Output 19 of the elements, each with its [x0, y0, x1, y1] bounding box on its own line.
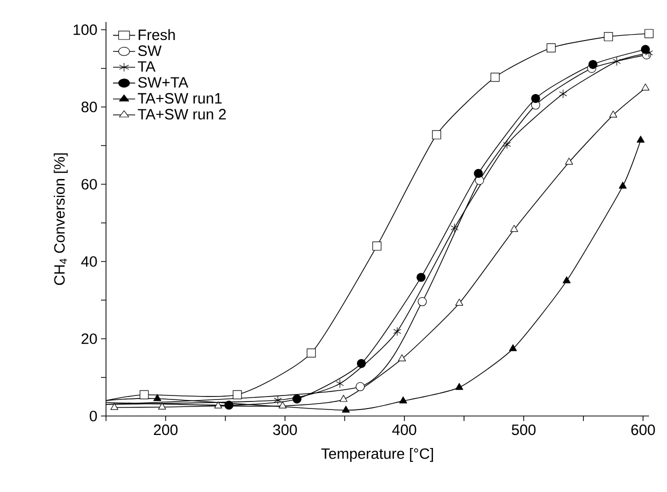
legend-label: Fresh: [138, 29, 175, 40]
y-tick-label: 80: [82, 102, 97, 112]
x-tick-label: 400: [392, 424, 416, 436]
y-tick-label: 60: [82, 178, 97, 190]
legend-label: TA+SW run 2: [138, 108, 226, 120]
y-tick-label: 40: [81, 256, 97, 267]
y-axis-title: CH$_{4}$ Conversion [%]: [54, 153, 68, 285]
legend-label: TA: [138, 61, 156, 72]
y-tick-label: 0: [90, 410, 97, 422]
y-tick-label: 20: [82, 333, 97, 344]
legend-label: TA+SW run1: [138, 93, 222, 104]
x-tick-label: 300: [273, 424, 297, 436]
x-tick-label: 200: [154, 424, 178, 436]
x-tick-label: 500: [512, 424, 536, 436]
legend-label: SW+TA: [138, 77, 188, 88]
x-axis-title: Temperature [°C]: [321, 448, 433, 462]
legend-label: SW: [138, 45, 162, 56]
x-tick-label: 600: [631, 424, 655, 436]
y-tick-label: 100: [74, 24, 97, 36]
